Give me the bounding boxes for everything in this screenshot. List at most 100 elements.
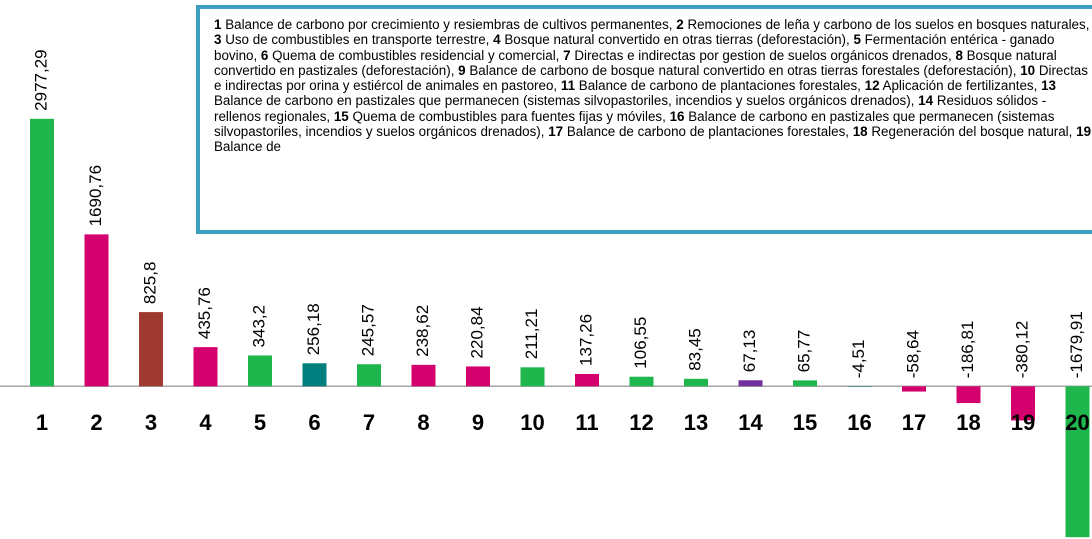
bar — [84, 234, 109, 387]
value-label: 343,2 — [249, 305, 268, 348]
bar — [629, 376, 654, 387]
bar — [1011, 386, 1035, 421]
legend-text: Bosque natural convertido en otras tierr… — [504, 32, 850, 48]
bar — [520, 367, 545, 387]
legend-number: 1 — [214, 17, 222, 32]
value-label: 2977,29 — [31, 49, 50, 110]
legend-text: Fermentación entérica - ganado bovino, — [214, 32, 1055, 63]
x-tick-label: 14 — [738, 410, 763, 435]
legend-number: 16 — [669, 108, 685, 124]
bar — [193, 347, 218, 387]
legend-number: 15 — [333, 108, 349, 124]
legend-number: 13 — [1041, 78, 1056, 94]
legend-number: 19 — [1076, 124, 1092, 140]
bar — [684, 378, 708, 387]
legend-number: 8 — [955, 47, 963, 63]
value-label: 825,8 — [140, 262, 159, 305]
value-label: 435,76 — [195, 287, 214, 339]
x-tick-label: 19 — [1011, 410, 1035, 435]
legend-text: Balance de carbono de bosque natural con… — [469, 62, 1017, 78]
value-label: 211,21 — [522, 309, 541, 360]
x-tick-label: 4 — [199, 410, 212, 435]
bar — [302, 363, 327, 387]
legend-text: Uso de combustibles en transporte terres… — [225, 32, 490, 48]
value-label: 67,13 — [740, 330, 759, 373]
x-tick-label: 11 — [575, 410, 598, 435]
legend-number: 14 — [918, 93, 934, 109]
value-label: -380,12 — [1012, 321, 1031, 379]
x-tick-label: 9 — [472, 410, 484, 435]
bar — [248, 355, 272, 387]
x-tick-label: 2 — [90, 410, 102, 435]
value-label: -186,81 — [958, 321, 977, 379]
legend-text: Aplicación de fertilizantes, — [882, 78, 1038, 94]
value-label: 106,55 — [631, 317, 650, 369]
legend-text: Remociones de leña y carbono de los suel… — [687, 17, 1090, 32]
bar — [902, 386, 926, 392]
legend-text: Directas e indirectas por orina y estiér… — [214, 62, 1088, 94]
x-tick-label: 10 — [520, 410, 544, 435]
x-tick-label: 20 — [1065, 410, 1089, 435]
legend-number: 18 — [852, 124, 868, 140]
value-label: 238,62 — [413, 305, 432, 357]
legend-text: Bosque natural convertido en pastizales … — [214, 47, 1057, 78]
legend-text: Directas e indirectas por gestion de sue… — [574, 47, 952, 63]
legend-number: 12 — [864, 78, 880, 94]
legend-note: 1 Balance de carbono por crecimiento y r… — [196, 5, 1092, 234]
legend-text: Regeneración del bosque natural, — [871, 124, 1073, 140]
legend-text: Balance de carbono por crecimiento y res… — [225, 17, 673, 32]
value-label: 1690,76 — [86, 165, 105, 226]
legend-number: 4 — [493, 32, 501, 48]
legend-number: 6 — [260, 47, 269, 63]
value-label: 137,26 — [576, 314, 595, 366]
legend-number: 11 — [560, 78, 576, 94]
legend-number: 5 — [853, 32, 861, 48]
legend-text: Quema de combustibles para fuentes fijas… — [352, 108, 666, 124]
bar — [793, 380, 817, 387]
bar — [139, 312, 163, 387]
value-label: 65,77 — [794, 330, 813, 373]
legend-text: Residuos sólidos - rellenos regionales, — [214, 93, 1047, 124]
x-tick-label: 3 — [145, 410, 157, 435]
bar — [575, 373, 599, 387]
value-label: -58,64 — [903, 330, 922, 378]
legend-text: Quema de combustibles residencial y come… — [272, 47, 560, 63]
legend-number: 2 — [676, 17, 684, 32]
bar — [738, 380, 763, 387]
x-tick-label: 18 — [956, 410, 980, 435]
legend-number: 3 — [214, 32, 222, 48]
x-tick-label: 1 — [36, 410, 48, 435]
x-tick-label: 8 — [417, 410, 429, 435]
bar — [30, 118, 54, 387]
legend-number: 9 — [458, 62, 466, 78]
value-label: -4,51 — [849, 340, 868, 379]
x-tick-label: 12 — [629, 410, 653, 435]
x-tick-label: 6 — [308, 410, 320, 435]
x-tick-label: 13 — [684, 410, 708, 435]
legend-number: 7 — [563, 47, 571, 63]
x-tick-label: 7 — [363, 410, 375, 435]
value-label: -1679,91 — [1067, 311, 1086, 378]
legend-text: Balance de carbono en pastizales que per… — [214, 108, 1055, 140]
legend-text: Balance de carbono en pastizales que per… — [214, 93, 915, 109]
bar — [956, 386, 981, 404]
legend-number: 17 — [548, 124, 564, 140]
bar — [1065, 386, 1090, 538]
legend-text: Balance de carbono de plantaciones fores… — [578, 78, 861, 94]
bar — [357, 364, 381, 387]
legend-text: Balance de carbono de plantaciones fores… — [566, 124, 849, 140]
bar — [466, 366, 490, 387]
value-label: 220,84 — [467, 306, 486, 358]
value-label: 245,57 — [358, 304, 377, 356]
x-tick-label: 15 — [793, 410, 817, 435]
x-tick-label: 5 — [254, 410, 266, 435]
x-tick-label: 17 — [902, 410, 926, 435]
bar — [411, 364, 436, 387]
legend-text: Balance de — [214, 139, 282, 155]
x-tick-label: 16 — [847, 410, 871, 435]
value-label: 256,18 — [304, 303, 323, 355]
value-label: 83,45 — [685, 328, 704, 371]
legend-number: 10 — [1020, 62, 1036, 78]
